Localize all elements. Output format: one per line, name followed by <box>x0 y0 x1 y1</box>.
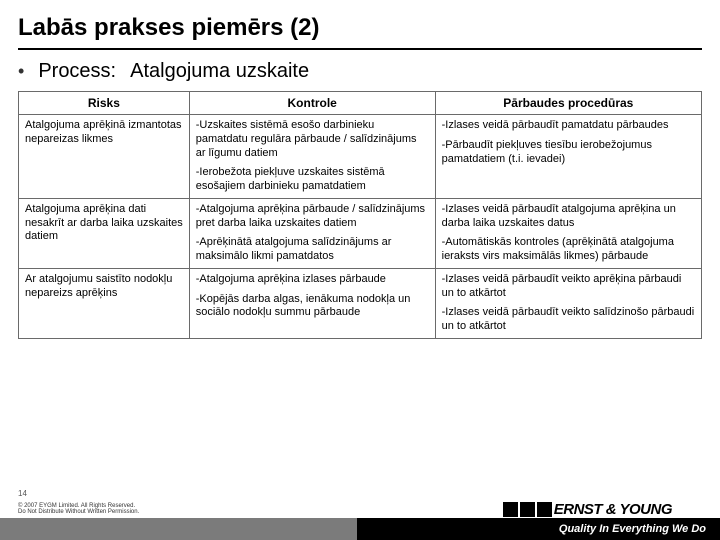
process-row: • Process: Atalgojuma uzskaite <box>18 60 702 83</box>
cell-risk: Atalgojuma aprēķina dati nesakrīt ar dar… <box>19 198 190 268</box>
footer-black: Quality In Everything We Do <box>357 518 720 540</box>
process-label: Process: <box>38 60 116 83</box>
tagline: Quality In Everything We Do <box>559 523 706 535</box>
page-title: Labās prakses piemērs (2) <box>18 14 702 50</box>
footer-gray <box>0 518 357 540</box>
ey-logo-box-3 <box>537 502 552 517</box>
ey-logo-text: ERNST & YOUNG <box>554 501 672 518</box>
cell-control: -Uzskaites sistēmā esošo darbinieku pama… <box>189 115 435 199</box>
footer-bar: Quality In Everything We Do <box>0 518 720 540</box>
cell-procedure: -Izlases veidā pārbaudīt atalgojuma aprē… <box>435 198 701 268</box>
table-header-row: Risks Kontrole Pārbaudes procedūras <box>19 92 702 115</box>
table-row: Atalgojuma aprēķina dati nesakrīt ar dar… <box>19 198 702 268</box>
ey-logo-box-1 <box>503 502 518 517</box>
best-practice-table: Risks Kontrole Pārbaudes procedūras Atal… <box>18 91 702 339</box>
table-row: Ar atalgojumu saistīto nodokļu nepareizs… <box>19 268 702 338</box>
ey-logo-box-2 <box>520 502 535 517</box>
ey-logo: ERNST & YOUNG <box>503 501 672 518</box>
col-procedure: Pārbaudes procedūras <box>435 92 701 115</box>
page-number: 14 <box>18 489 27 498</box>
cell-control: -Atalgojuma aprēķina pārbaude / salīdzin… <box>189 198 435 268</box>
cell-procedure: -Izlases veidā pārbaudīt pamatdatu pārba… <box>435 115 701 199</box>
cell-risk: Ar atalgojumu saistīto nodokļu nepareizs… <box>19 268 190 338</box>
cell-control: -Atalgojuma aprēķina izlases pārbaude-Ko… <box>189 268 435 338</box>
col-control: Kontrole <box>189 92 435 115</box>
process-value: Atalgojuma uzskaite <box>130 60 309 83</box>
table-row: Atalgojuma aprēķinā izmantotas nepareiza… <box>19 115 702 199</box>
footer: ERNST & YOUNG Quality In Everything We D… <box>0 500 720 540</box>
col-risks: Risks <box>19 92 190 115</box>
cell-risk: Atalgojuma aprēķinā izmantotas nepareiza… <box>19 115 190 199</box>
bullet-icon: • <box>18 61 24 82</box>
cell-procedure: -Izlases veidā pārbaudīt veikto aprēķina… <box>435 268 701 338</box>
